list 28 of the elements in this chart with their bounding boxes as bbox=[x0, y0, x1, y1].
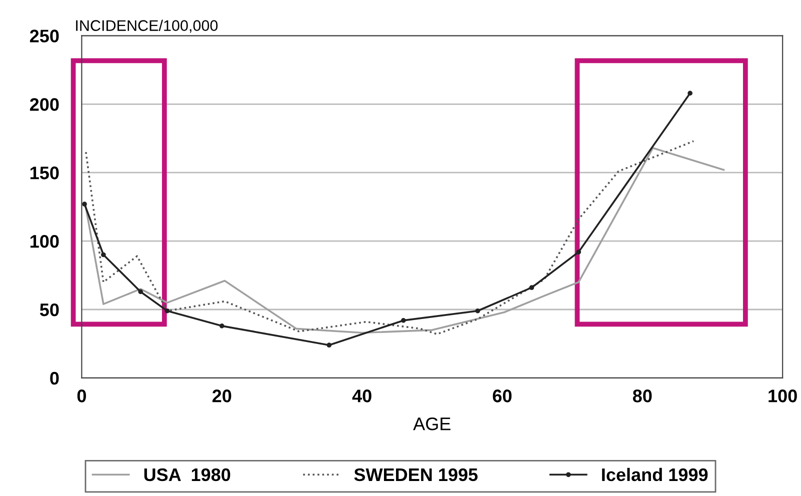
y-tick-label: 150 bbox=[30, 166, 59, 180]
legend-label: Iceland 1999 bbox=[602, 468, 708, 482]
y-tick-label: 50 bbox=[40, 303, 59, 316]
y-axis-title: INCIDENCE/100,000 bbox=[76, 20, 218, 33]
x-tick-label: 20 bbox=[212, 390, 232, 402]
x-tick-label: 0 bbox=[77, 390, 86, 402]
legend-label: SWEDEN 1995 bbox=[354, 468, 478, 482]
point bbox=[688, 90, 692, 96]
point bbox=[101, 252, 106, 258]
point bbox=[219, 324, 224, 328]
y-tick-label: 200 bbox=[30, 98, 59, 111]
x-tick-label: 60 bbox=[492, 390, 512, 402]
point bbox=[529, 285, 534, 290]
point bbox=[326, 342, 332, 348]
point bbox=[138, 289, 144, 294]
x-tick-label: 40 bbox=[352, 390, 372, 402]
point bbox=[400, 318, 406, 323]
x-tick-label: 80 bbox=[632, 390, 652, 402]
point bbox=[576, 250, 582, 254]
point bbox=[82, 202, 87, 207]
point bbox=[164, 308, 170, 314]
y-tick-label: 100 bbox=[30, 234, 59, 248]
legend-label: USA 1980 bbox=[144, 468, 230, 482]
y-tick-label: 0 bbox=[50, 372, 59, 385]
point bbox=[475, 308, 480, 314]
x-tick-label: 100 bbox=[768, 390, 797, 402]
y-tick-label: 250 bbox=[30, 30, 59, 42]
x-axis-title: AGE bbox=[413, 417, 450, 430]
